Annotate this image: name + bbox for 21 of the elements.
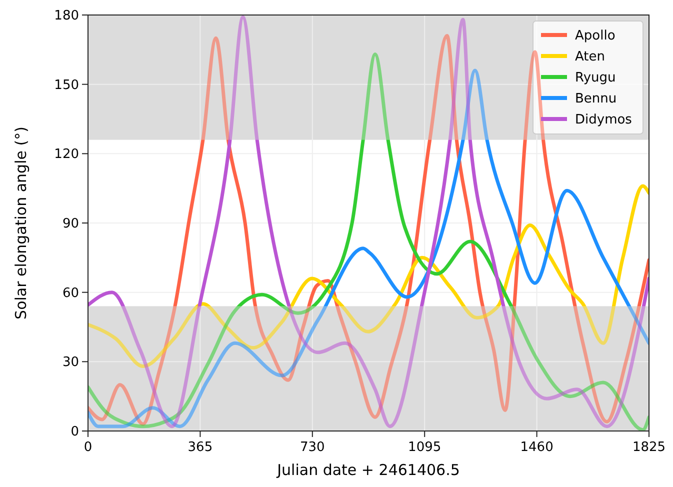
legend-label: Ryugu <box>575 70 616 86</box>
x-tick-label: 1825 <box>632 440 666 455</box>
legend-label: Aten <box>575 50 605 65</box>
x-tick-label: 1460 <box>520 440 554 455</box>
y-tick-label: 90 <box>62 216 79 232</box>
y-tick-label: 180 <box>54 8 79 24</box>
y-tick-label: 30 <box>62 355 79 370</box>
x-axis-title: Julian date + 2461406.5 <box>276 461 460 479</box>
y-tick-label: 150 <box>54 78 79 93</box>
line-series <box>88 184 649 368</box>
x-tick-label: 0 <box>84 440 92 455</box>
legend-label: Apollo <box>575 28 616 44</box>
x-tick-label: 1095 <box>408 440 442 455</box>
x-tick-label: 365 <box>188 440 213 455</box>
legend-label: Bennu <box>575 92 617 107</box>
y-axis-title: Solar elongation angle (°) <box>12 126 30 320</box>
y-tick-label: 120 <box>54 147 79 162</box>
y-tick-label: 60 <box>62 286 79 301</box>
legend-label: Didymos <box>575 112 632 128</box>
x-tick-label: 730 <box>300 440 325 455</box>
y-tick-label: 0 <box>70 424 79 440</box>
